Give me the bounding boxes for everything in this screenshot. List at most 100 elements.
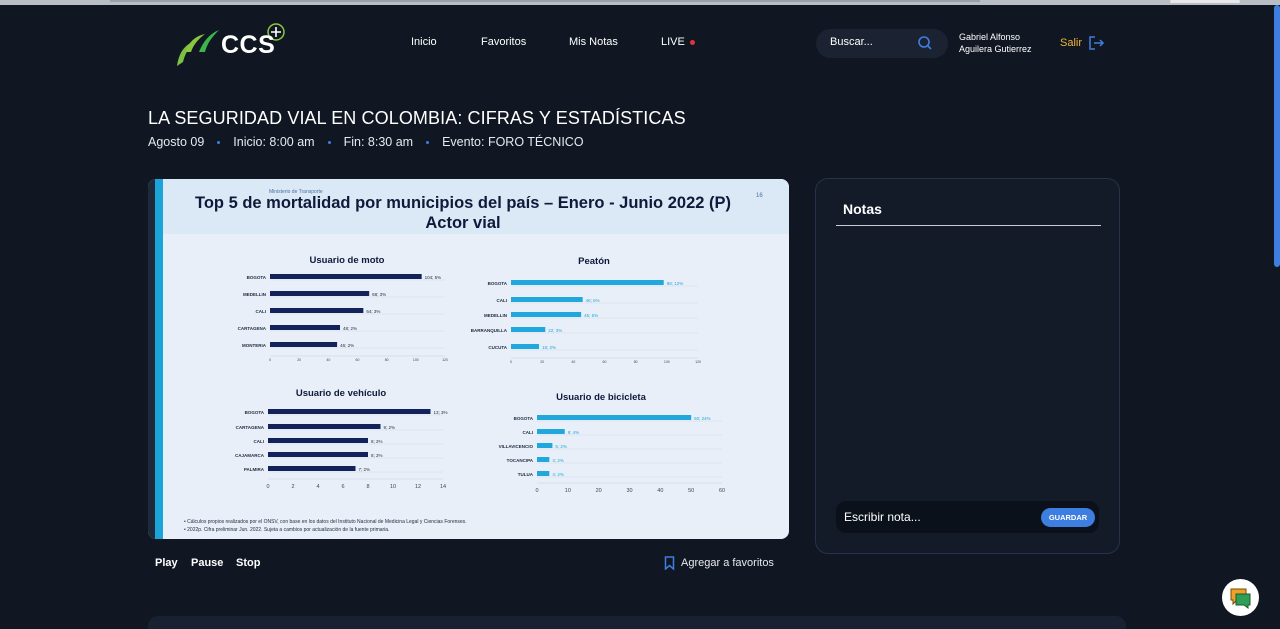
slide-title: Top 5 de mortalidad por municipios del p…	[163, 193, 763, 233]
slide-page-number: 16	[756, 193, 763, 199]
chart-bar	[537, 471, 550, 476]
chart-tick-label: 40	[657, 488, 663, 494]
chart-category-label: MONTERIA	[242, 343, 267, 348]
chart-data-label: 4; 2%	[552, 472, 564, 477]
note-input-box[interactable]: GUARDAR	[836, 501, 1099, 533]
event-title: LA SEGURIDAD VIAL EN COLOMBIA: CIFRAS Y …	[148, 108, 686, 128]
chart-bar	[511, 280, 664, 285]
chart-bar	[268, 466, 356, 471]
chart-title: Usuario de bicicleta	[556, 392, 646, 403]
search-box[interactable]	[816, 29, 948, 58]
scrollbar-thumb[interactable]	[1274, 5, 1280, 267]
chart-tick-label: 0	[510, 360, 512, 364]
search-input[interactable]	[830, 36, 920, 48]
nav-inicio[interactable]: Inicio	[411, 36, 437, 48]
chart-tick-label: 2	[291, 484, 294, 490]
chart-category-label: TOCANCIPA	[507, 458, 534, 463]
chart-bar	[537, 443, 553, 448]
stop-button[interactable]: Stop	[236, 557, 261, 569]
chart-bar	[268, 409, 431, 414]
slide-accent-bar	[155, 179, 163, 539]
pause-button[interactable]: Pause	[191, 557, 224, 569]
notes-divider	[836, 225, 1101, 226]
search-icon[interactable]	[917, 35, 933, 51]
chart-data-label: 46; 2%	[340, 343, 354, 348]
chart-tick-label: 100	[664, 360, 670, 364]
chart-tick-label: 60	[719, 488, 725, 494]
chart-tick-label: 10	[565, 488, 571, 494]
chart-category-label: VILLAVICENCIO	[499, 444, 534, 449]
chart-category-label: CALI	[256, 309, 267, 314]
nav-mis-notas[interactable]: Mis Notas	[569, 36, 618, 48]
chart-bar	[537, 415, 692, 420]
chart-data-label: 9; 4%	[568, 430, 580, 435]
browser-top-strip	[0, 0, 1280, 5]
chart-data-label: 18; 2%	[542, 345, 556, 350]
chart-data-label: 64; 3%	[366, 309, 380, 314]
slide-footnote-1: • Cálculos propios realizados por el ONS…	[184, 519, 467, 525]
chart-category-label: BARRANQUILLA	[471, 328, 508, 333]
notes-title: Notas	[843, 201, 882, 217]
note-input[interactable]	[844, 510, 1034, 524]
chart-category-label: MEDELLIN	[243, 292, 266, 297]
chart-tick-label: 20	[297, 358, 301, 362]
chart-tick-label: 40	[571, 360, 575, 364]
logo-text: CCS	[221, 31, 276, 59]
chart-title: Peatón	[578, 256, 610, 267]
bookmark-icon	[664, 556, 675, 570]
chart-bar	[268, 438, 368, 443]
logo-plus-icon	[271, 27, 281, 37]
separator-dot	[426, 140, 430, 144]
logo-plus-circle	[267, 23, 285, 41]
chart-tick-label: 8	[366, 484, 369, 490]
chart-category-label: TULUA	[518, 472, 534, 477]
nav-live-label: LIVE	[661, 36, 685, 48]
chart-tick-label: 40	[326, 358, 330, 362]
chart-tick-label: 12	[415, 484, 421, 490]
chart-category-label: CALI	[497, 298, 508, 303]
chart-tick-label: 20	[540, 360, 544, 364]
chart-category-label: BOGOTA	[514, 416, 534, 421]
notes-panel: Notas GUARDAR	[815, 178, 1120, 554]
chart-category-label: BOGOTA	[488, 281, 508, 286]
chart-bar	[268, 424, 381, 429]
event-end: Fin: 8:30 am	[343, 135, 414, 149]
play-button[interactable]: Play	[155, 557, 178, 569]
nav-favoritos[interactable]: Favoritos	[481, 36, 527, 48]
chart-category-label: CALI	[523, 430, 534, 435]
logout-icon[interactable]	[1088, 35, 1105, 51]
separator-dot	[327, 140, 331, 144]
add-favorite-button[interactable]: Agregar a favoritos	[664, 556, 774, 570]
chart-title: Usuario de vehículo	[296, 388, 386, 399]
slide-title-line1: Top 5 de mortalidad por municipios del p…	[194, 194, 732, 212]
logo-leaf-right-icon	[199, 30, 219, 52]
nav-live[interactable]: LIVE	[661, 36, 695, 48]
chart-category-label: CAJAMARCA	[235, 453, 265, 458]
event-date: Agosto 09	[148, 135, 205, 149]
chart-data-label: 5; 2%	[555, 444, 567, 449]
scrollbar-track[interactable]	[1274, 5, 1280, 629]
chart-tick-label: 6	[341, 484, 344, 490]
chart-data-label: 98; 12%	[667, 281, 684, 286]
chart-bar	[537, 457, 550, 462]
chart-tick-label: 14	[440, 484, 446, 490]
chart-bar	[511, 297, 583, 302]
event-start: Inicio: 8:00 am	[233, 135, 315, 149]
chart-tick-label: 120	[442, 358, 448, 362]
video-player[interactable]: Ministerio de Transporte 16 Top 5 de mor…	[148, 179, 789, 539]
add-favorite-label: Agregar a favoritos	[681, 557, 774, 569]
save-note-button[interactable]: GUARDAR	[1041, 508, 1095, 527]
chat-button[interactable]	[1222, 579, 1259, 616]
chart-tick-label: 80	[385, 358, 389, 362]
chart-tick-label: 80	[634, 360, 638, 364]
ccs-logo[interactable]	[175, 22, 290, 68]
slide-ministry: Ministerio de Transporte	[269, 189, 323, 195]
chart-tick-label: 0	[266, 484, 269, 490]
chart-category-label: CARTAGENA	[238, 326, 267, 331]
logout-link[interactable]: Salir	[1060, 37, 1083, 49]
chart-tick-label: 120	[695, 360, 701, 364]
chart-bar	[511, 344, 540, 349]
user-name: Gabriel Alfonso Aguilera Gutierrez	[959, 31, 1032, 55]
logo-leaf-mid-icon	[185, 34, 205, 52]
chart-data-label: 13; 3%	[434, 410, 448, 415]
